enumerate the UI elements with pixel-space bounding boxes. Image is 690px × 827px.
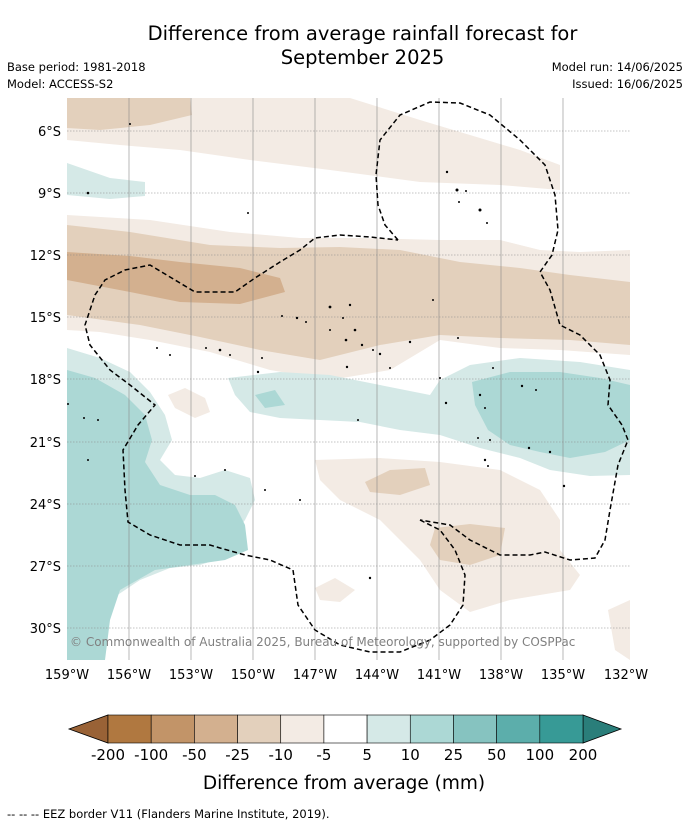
anomaly-region-dry-small	[168, 388, 210, 418]
map-title: Difference from average rainfall forecas…	[0, 22, 690, 70]
colorbar-label: Difference from average (mm)	[203, 773, 485, 794]
colorbar-tick-label: -100	[134, 746, 168, 764]
colorbar-swatch	[409, 714, 454, 744]
anomaly-region-dry-se-core2	[430, 524, 505, 565]
grid-lines	[67, 98, 630, 660]
anomaly-region-dry-se-core	[365, 468, 430, 495]
base-info: Base period: 1981-2018 Model: ACCESS-S2	[7, 59, 146, 93]
eez-legend-note: -- -- -- EEZ border V11 (Flanders Marine…	[7, 807, 330, 821]
colorbar-swatch	[366, 714, 411, 744]
anomaly-region-dry-small2	[315, 578, 355, 602]
latitude-labels: 6°S 9°S 12°S 15°S 18°S 21°S 24°S 27°S 30…	[30, 125, 61, 637]
lon-label: 150°W	[231, 668, 275, 683]
lon-label: 132°W	[604, 668, 648, 683]
lat-label: 30°S	[30, 622, 61, 637]
colorbar-tick-label: -10	[268, 746, 293, 764]
colorbar-swatch	[496, 714, 541, 744]
colorbar-swatch	[539, 714, 584, 744]
colorbar-arrow-high	[582, 714, 623, 744]
colorbar-swatch	[194, 714, 238, 744]
base-period: Base period: 1981-2018	[7, 60, 146, 74]
longitude-labels: 159°W 156°W 153°W 150°W 147°W 144°W 141°…	[45, 668, 648, 683]
colorbar-tick-label: -25	[225, 746, 250, 764]
colorbar-tick-label: 100	[525, 746, 554, 764]
anomaly-region-dry-nw	[67, 98, 192, 130]
lat-label: 9°S	[38, 187, 61, 202]
anomaly-region-dry-band	[67, 225, 630, 360]
lat-label: 15°S	[30, 311, 61, 326]
rainfall-map: 6°S 9°S 12°S 15°S 18°S 21°S 24°S 27°S 30…	[30, 98, 648, 794]
colorbar-tick-label: 50	[487, 746, 506, 764]
colorbar-swatch	[323, 714, 368, 744]
colorbar-tick-label: -5	[316, 746, 331, 764]
anomaly-region-wet-small	[255, 390, 285, 408]
colorbar-tick-label: -200	[91, 746, 125, 764]
issued-date: Issued: 16/06/2025	[572, 77, 683, 91]
map-plot-area	[67, 98, 630, 660]
colorbar: -200 -100 -50 -25 -10 -5 5 10 25 50 100 200 Differe…	[67, 714, 623, 794]
lon-label: 144°W	[355, 668, 399, 683]
lon-label: 141°W	[417, 668, 461, 683]
title-line-2: September 2025	[280, 46, 445, 69]
lon-label: 135°W	[541, 668, 585, 683]
anomaly-region-wet-nw	[67, 163, 145, 199]
colorbar-tick-label: 5	[362, 746, 372, 764]
colorbar-tick-label: 200	[569, 746, 598, 764]
colorbar-tick-label: 10	[401, 746, 420, 764]
islands	[67, 123, 566, 580]
anomaly-region-wet-east	[472, 372, 630, 458]
model-name: Model: ACCESS-S2	[7, 77, 114, 91]
lon-label: 138°W	[479, 668, 523, 683]
colorbar-swatch	[150, 714, 195, 744]
lon-label: 147°W	[293, 668, 337, 683]
lat-label: 6°S	[38, 125, 61, 140]
lat-label: 27°S	[30, 560, 61, 575]
run-info: Model run: 14/06/2025 Issued: 16/06/2025	[552, 59, 683, 93]
lat-label: 18°S	[30, 373, 61, 388]
lat-label: 21°S	[30, 436, 61, 451]
colorbar-swatch	[453, 714, 497, 744]
eez-borders	[84, 101, 629, 653]
lat-label: 12°S	[30, 249, 61, 264]
model-run: Model run: 14/06/2025	[551, 60, 683, 74]
colorbar-tick-label: 25	[444, 746, 463, 764]
colorbar-swatch	[280, 714, 325, 744]
copyright-notice: © Commonwealth of Australia 2025, Bureau…	[70, 635, 575, 649]
anomaly-region-dry-corner	[608, 600, 630, 660]
anomaly-region-wet-west	[67, 370, 248, 660]
title-line-1: Difference from average rainfall forecas…	[147, 22, 578, 45]
lon-label: 153°W	[169, 668, 213, 683]
anomaly-region-dry-core	[67, 252, 285, 304]
lat-label: 24°S	[30, 498, 61, 513]
colorbar-swatch	[237, 714, 282, 744]
colorbar-swatch	[107, 714, 152, 744]
colorbar-tick-label: -50	[182, 746, 207, 764]
colorbar-arrow-low	[67, 714, 109, 744]
lon-label: 159°W	[45, 668, 89, 683]
anomaly-region-dry-north	[67, 98, 560, 190]
lon-label: 156°W	[107, 668, 151, 683]
